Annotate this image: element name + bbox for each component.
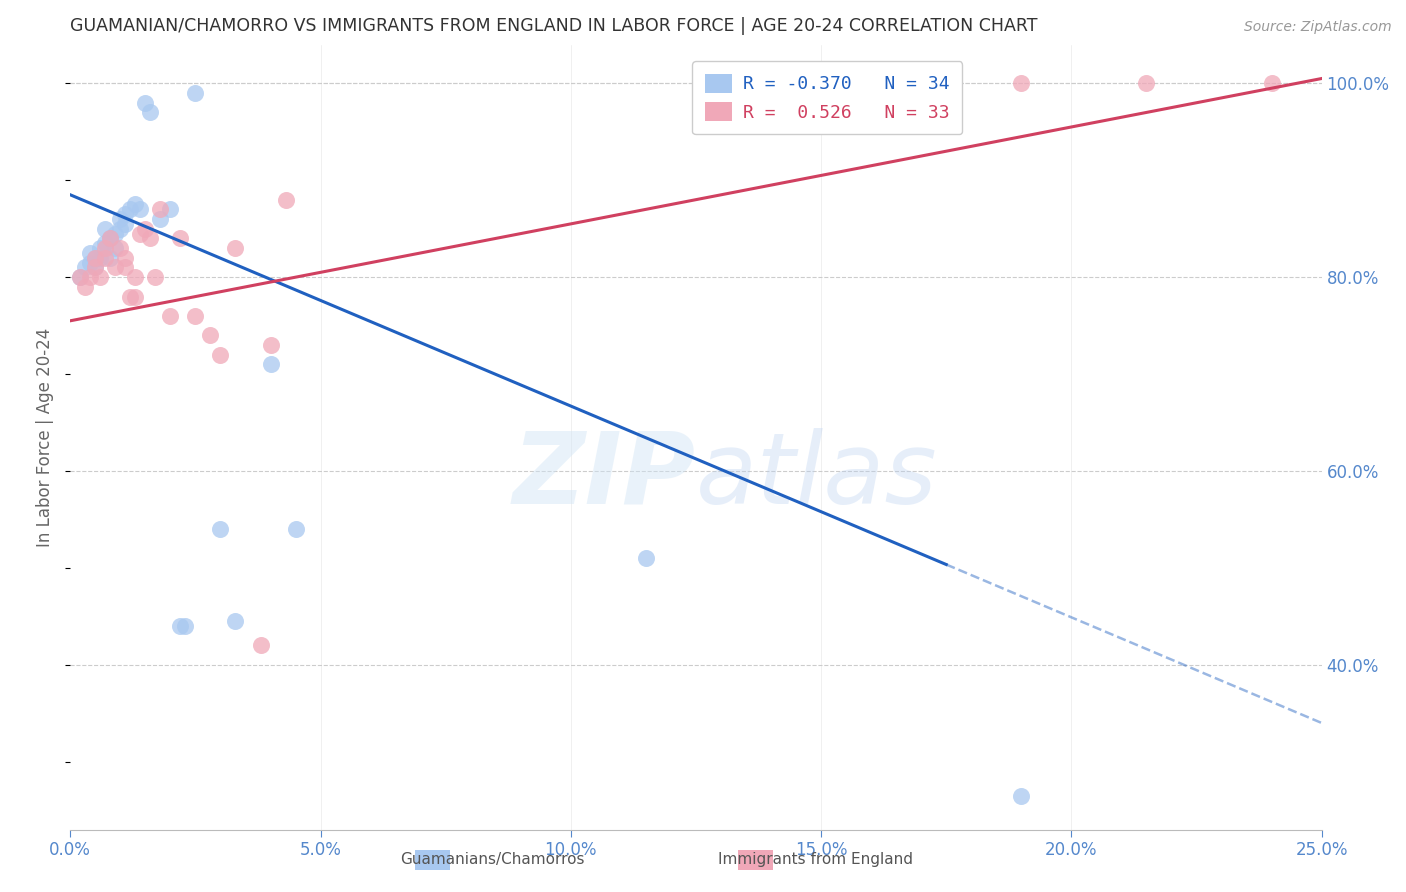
Point — [224, 614, 246, 628]
Point — [209, 348, 232, 362]
Point — [110, 241, 132, 255]
Point — [200, 328, 222, 343]
Text: Guamanians/Chamorros: Guamanians/Chamorros — [399, 853, 585, 867]
Point — [110, 221, 132, 235]
Point — [110, 212, 132, 227]
Point — [104, 227, 127, 241]
Point — [114, 217, 136, 231]
Point — [120, 289, 142, 303]
Point — [174, 619, 197, 633]
Point — [124, 270, 146, 285]
Point — [98, 231, 121, 245]
Point — [84, 251, 107, 265]
Point — [114, 207, 136, 221]
Point — [98, 231, 121, 245]
Point — [124, 197, 146, 211]
Point — [284, 522, 307, 536]
Point — [159, 202, 181, 217]
Point — [69, 270, 91, 285]
Point — [224, 241, 246, 255]
Point — [75, 280, 97, 294]
Point — [124, 289, 146, 303]
Point — [1260, 76, 1282, 90]
Point — [94, 236, 117, 251]
Point — [184, 86, 207, 100]
Point — [634, 551, 657, 566]
Point — [104, 260, 127, 275]
Point — [84, 251, 107, 265]
Point — [149, 212, 172, 227]
Text: Immigrants from England: Immigrants from England — [718, 853, 912, 867]
Point — [98, 251, 121, 265]
Point — [79, 270, 101, 285]
Point — [84, 260, 107, 275]
Point — [94, 221, 117, 235]
Text: atlas: atlas — [696, 428, 938, 524]
Text: Source: ZipAtlas.com: Source: ZipAtlas.com — [1244, 20, 1392, 34]
Point — [69, 270, 91, 285]
Point — [120, 202, 142, 217]
Point — [139, 105, 162, 120]
Point — [274, 193, 297, 207]
Point — [114, 251, 136, 265]
Point — [259, 338, 281, 352]
Point — [75, 260, 97, 275]
Point — [89, 251, 111, 265]
Point — [89, 270, 111, 285]
Point — [1010, 789, 1032, 803]
Legend: R = -0.370   N = 34, R =  0.526   N = 33: R = -0.370 N = 34, R = 0.526 N = 33 — [692, 62, 962, 135]
Point — [129, 227, 152, 241]
Text: ZIP: ZIP — [513, 428, 696, 524]
Point — [114, 260, 136, 275]
Point — [249, 639, 271, 653]
Point — [184, 309, 207, 323]
Point — [89, 241, 111, 255]
Point — [134, 221, 156, 235]
Point — [209, 522, 232, 536]
Text: GUAMANIAN/CHAMORRO VS IMMIGRANTS FROM ENGLAND IN LABOR FORCE | AGE 20-24 CORRELA: GUAMANIAN/CHAMORRO VS IMMIGRANTS FROM EN… — [70, 17, 1038, 35]
Point — [145, 270, 167, 285]
Point — [1135, 76, 1157, 90]
Point — [139, 231, 162, 245]
Point — [104, 241, 127, 255]
Point — [79, 246, 101, 260]
Point — [1010, 76, 1032, 90]
Point — [259, 358, 281, 372]
Point — [169, 231, 191, 245]
Y-axis label: In Labor Force | Age 20-24: In Labor Force | Age 20-24 — [37, 327, 55, 547]
Point — [84, 260, 107, 275]
Point — [129, 202, 152, 217]
Point — [79, 255, 101, 269]
Point — [159, 309, 181, 323]
Point — [134, 95, 156, 110]
Point — [94, 241, 117, 255]
Point — [94, 251, 117, 265]
Point — [169, 619, 191, 633]
Point — [149, 202, 172, 217]
